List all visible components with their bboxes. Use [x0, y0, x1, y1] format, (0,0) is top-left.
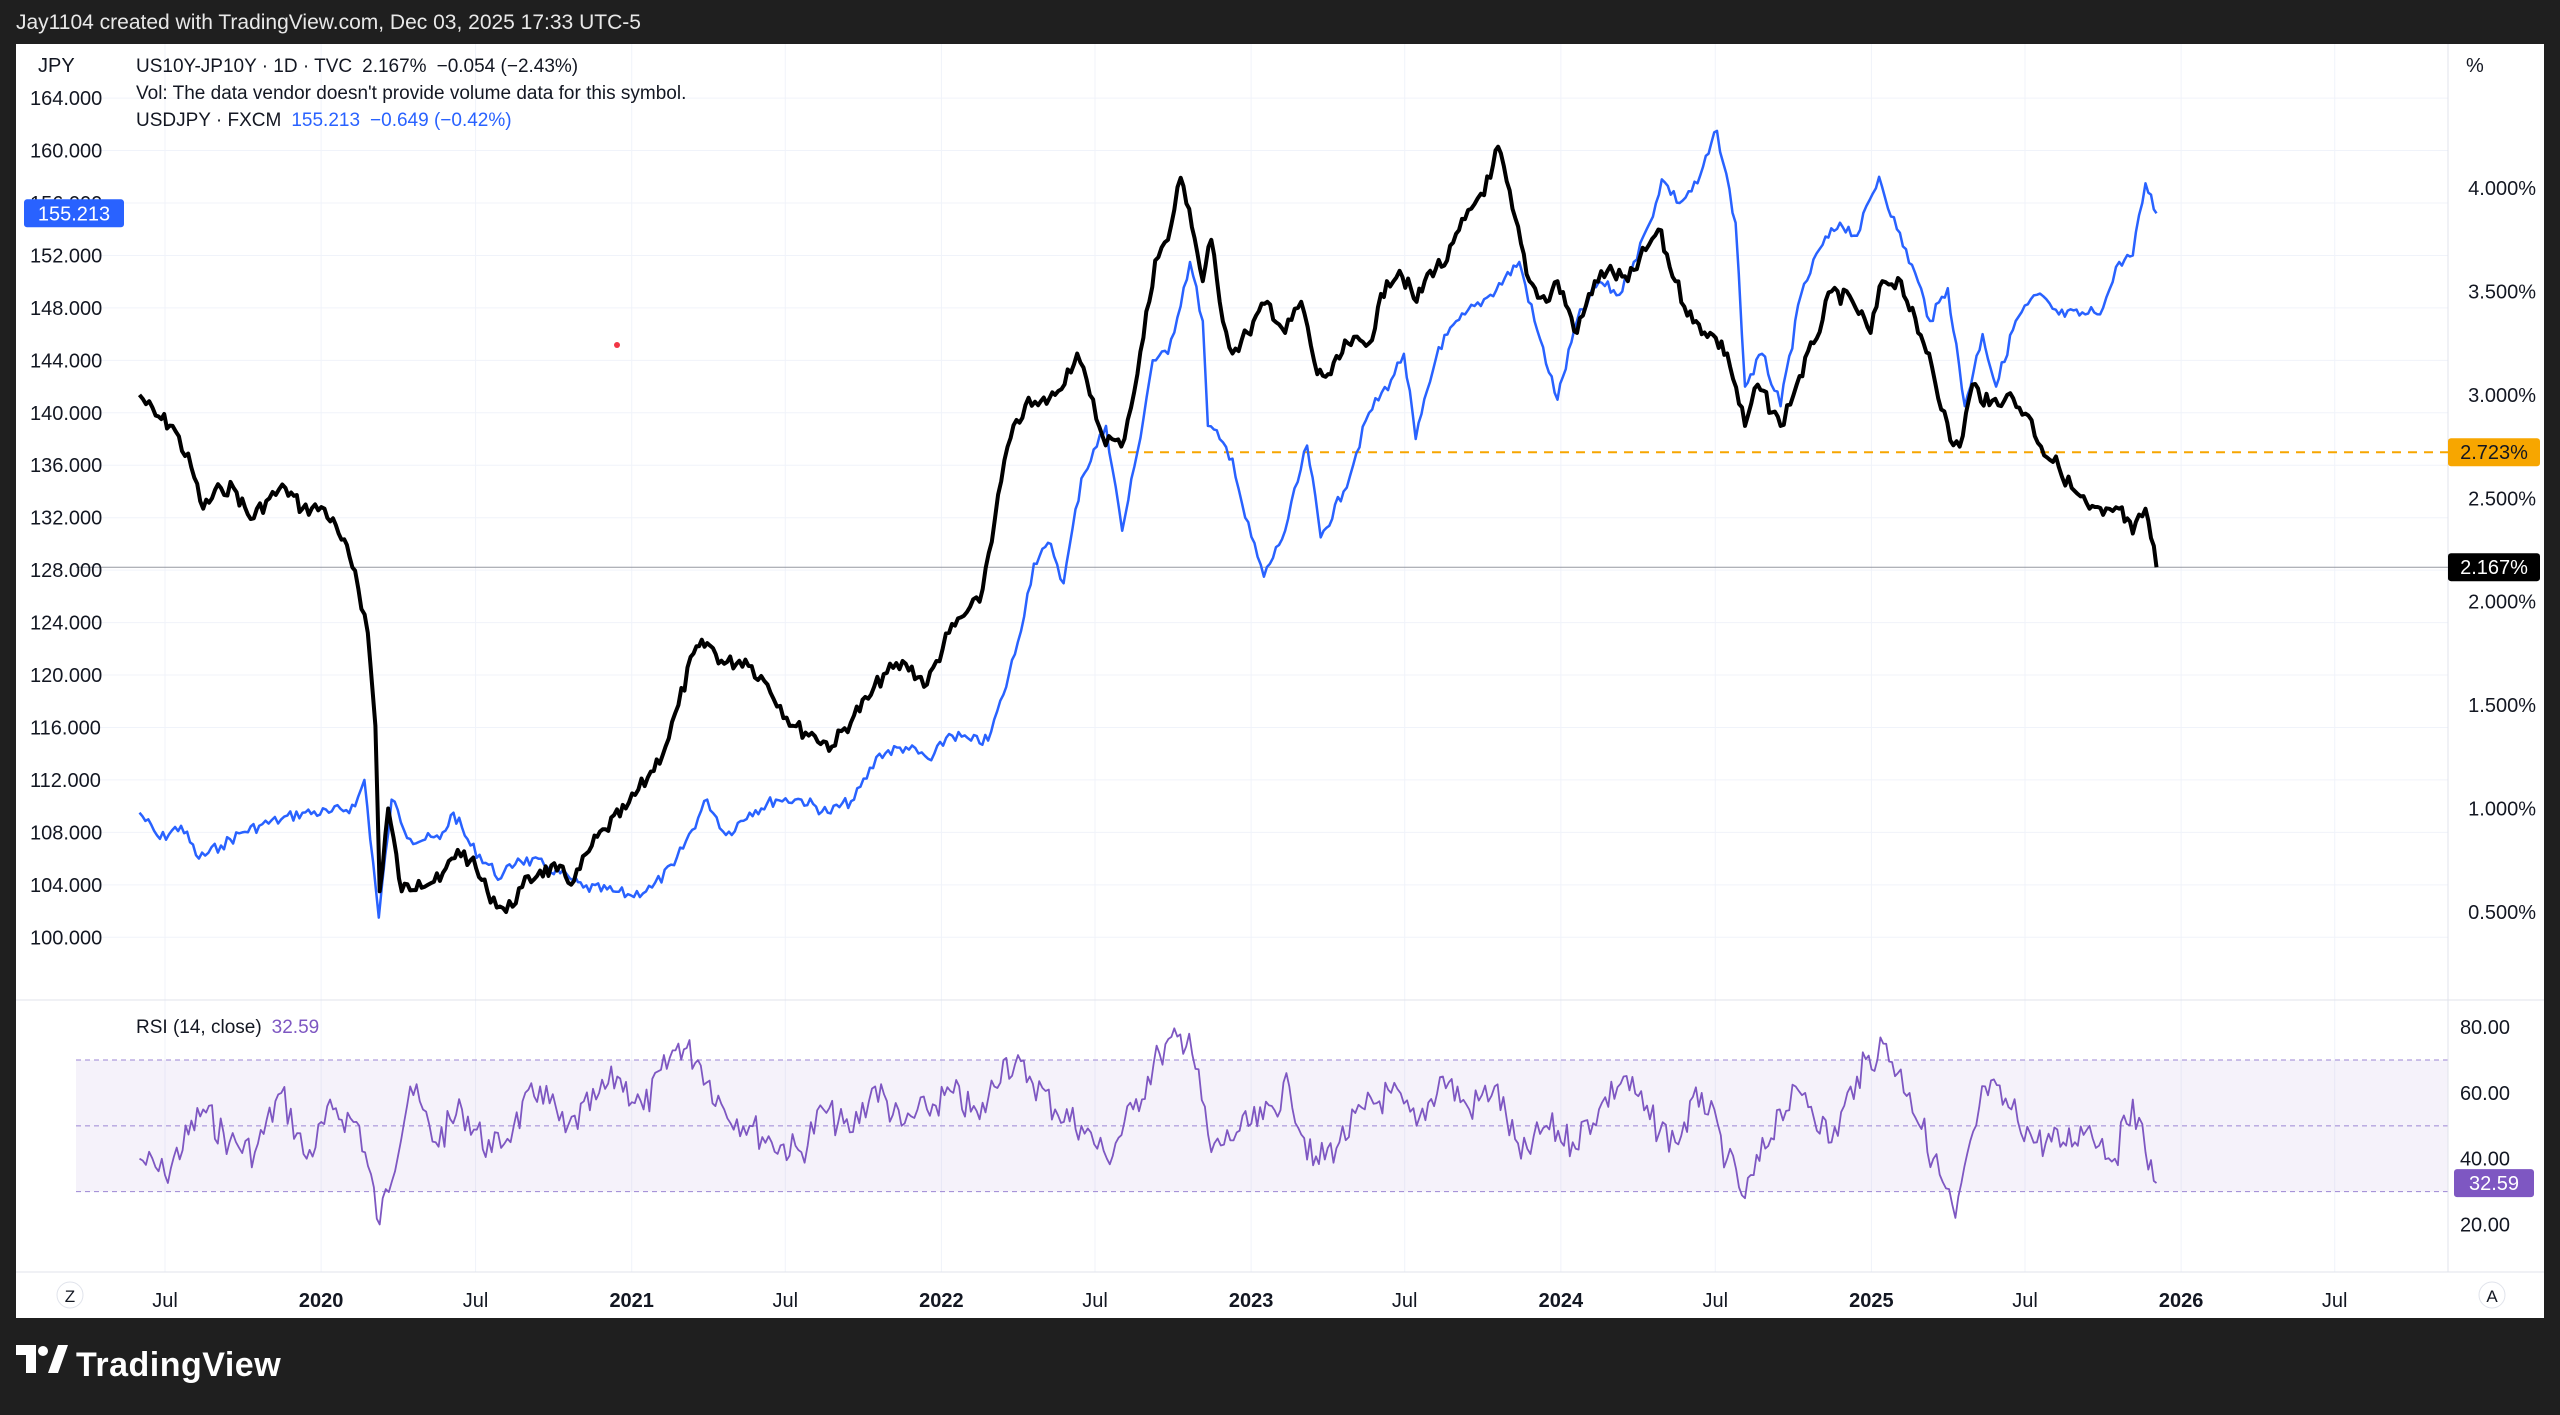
topbar: Jay1104 created with TradingView.com, De…: [0, 0, 2560, 44]
left-tick-label: 120.000: [30, 665, 102, 687]
brand-name[interactable]: TradingView: [76, 1346, 282, 1384]
left-tick-label: 108.000: [30, 822, 102, 844]
right-axis-unit: %: [2466, 55, 2484, 77]
left-tick-label: 100.000: [30, 927, 102, 949]
rsi-legend-label: RSI (14, close): [136, 1017, 262, 1038]
x-tick-label: 2026: [2159, 1290, 2204, 1312]
rsi-legend[interactable]: RSI (14, close) 32.59: [136, 1017, 319, 1038]
left-tick-label: 140.000: [30, 403, 102, 425]
legend-main[interactable]: US10Y-JP10Y · 1D · TVC 2.167% −0.054 (−2.4…: [136, 56, 578, 77]
spread-price-tag: 2.167%: [2448, 553, 2540, 582]
rsi-value-tag-text: 32.59: [2469, 1173, 2519, 1195]
right-tick-label: 3.500%: [2468, 282, 2536, 304]
right-tick-label: 0.500%: [2468, 902, 2536, 924]
left-tick-label: 132.000: [30, 508, 102, 530]
legend-vol-note: Vol: The data vendor doesn't provide vol…: [136, 83, 686, 104]
left-tick-label: 152.000: [30, 245, 102, 267]
rsi-tick-label: 40.00: [2460, 1149, 2510, 1171]
legend-compare-last: 155.213: [291, 110, 360, 131]
usdjpy-price-tag: 155.213: [24, 199, 124, 228]
x-tick-label: 2024: [1539, 1290, 1584, 1312]
legend-main-symbol: US10Y-JP10Y · 1D · TVC: [136, 56, 352, 77]
x-tick-label: Jul: [772, 1290, 798, 1312]
x-tick-label: Jul: [2322, 1290, 2348, 1312]
x-tick-label: 2021: [609, 1290, 654, 1312]
left-tick-label: 148.000: [30, 298, 102, 320]
right-tick-label: 1.000%: [2468, 799, 2536, 821]
usdjpy-price-tag-text: 155.213: [38, 203, 110, 225]
usdjpy-series-line[interactable]: [138, 129, 2158, 919]
level-price-tag: 2.723%: [2448, 438, 2540, 467]
left-tick-label: 104.000: [30, 875, 102, 897]
auto-scale-button-label: A: [2486, 1287, 2498, 1306]
left-axis-currency: JPY: [38, 55, 75, 77]
x-tick-label: Jul: [1392, 1290, 1418, 1312]
x-tick-label: 2022: [919, 1290, 964, 1312]
legend-compare[interactable]: USDJPY · FXCM 155.213 −0.649 (−0.42%): [136, 110, 512, 131]
left-tick-label: 124.000: [30, 613, 102, 635]
right-tick-label: 3.000%: [2468, 385, 2536, 407]
right-tick-label: 4.000%: [2468, 178, 2536, 200]
left-tick-label: 128.000: [30, 560, 102, 582]
rsi-scale[interactable]: 80.00 60.00 40.00 20.00: [2460, 1017, 2510, 1236]
rsi-legend-value: 32.59: [272, 1017, 320, 1038]
credit-text: Jay1104 created with TradingView.com, De…: [16, 11, 641, 34]
rsi-value-tag: 32.59: [2454, 1169, 2534, 1198]
x-tick-label: Jul: [2012, 1290, 2038, 1312]
spread-series-line[interactable]: [137, 144, 2159, 914]
rsi-tick-label: 80.00: [2460, 1017, 2510, 1039]
rsi-tick-label: 20.00: [2460, 1215, 2510, 1237]
auto-scale-button[interactable]: A: [2478, 1281, 2506, 1309]
left-tick-label: 112.000: [30, 770, 101, 792]
left-tick-label: 164.000: [30, 88, 102, 110]
footer: [0, 1318, 2560, 1415]
zoom-button[interactable]: Z: [56, 1281, 84, 1309]
right-tick-label: 2.500%: [2468, 488, 2536, 510]
left-tick-label: 136.000: [30, 455, 102, 477]
left-tick-label: 144.000: [30, 350, 102, 372]
right-price-scale[interactable]: 4.000% 3.500% 3.000% 2.500% 2.000% 1.500% 1.00…: [2468, 178, 2536, 924]
x-tick-label: Jul: [463, 1290, 489, 1312]
right-tick-label: 1.500%: [2468, 695, 2536, 717]
x-tick-label: 2020: [299, 1290, 344, 1312]
chart-canvas[interactable]: 164.000160.000156.000152.000148.000144.0…: [16, 44, 2544, 1318]
rsi-series-line[interactable]: [139, 1027, 2158, 1226]
marker-dot: [614, 342, 620, 348]
tradingview-logo-icon[interactable]: [16, 1345, 68, 1375]
legend-main-change: −0.054 (−2.43%): [437, 56, 579, 77]
x-tick-label: Jul: [1702, 1290, 1728, 1312]
legend-compare-symbol: USDJPY · FXCM: [136, 110, 281, 131]
legend-compare-change: −0.649 (−0.42%): [370, 110, 512, 131]
x-tick-label: Jul: [152, 1290, 178, 1312]
right-tick-label: 2.000%: [2468, 592, 2536, 614]
x-tick-label: Jul: [1082, 1290, 1108, 1312]
time-scale[interactable]: Jul 2020 Jul 2021 Jul 2022 Jul 2023 Jul 2024 Jul 20…: [152, 1290, 2347, 1312]
zoom-button-label: Z: [65, 1287, 75, 1306]
spread-price-tag-text: 2.167%: [2460, 557, 2528, 579]
left-tick-label: 160.000: [30, 141, 102, 163]
rsi-tick-label: 60.00: [2460, 1083, 2510, 1105]
rsi-band: [76, 1060, 2448, 1192]
chart-panel[interactable]: 164.000160.000156.000152.000148.000144.0…: [16, 44, 2544, 1318]
x-tick-label: 2025: [1849, 1290, 1894, 1312]
legend-main-last: 2.167%: [362, 56, 427, 77]
x-tick-label: 2023: [1229, 1290, 1274, 1312]
level-price-tag-text: 2.723%: [2460, 442, 2528, 464]
left-tick-label: 116.000: [30, 717, 101, 739]
